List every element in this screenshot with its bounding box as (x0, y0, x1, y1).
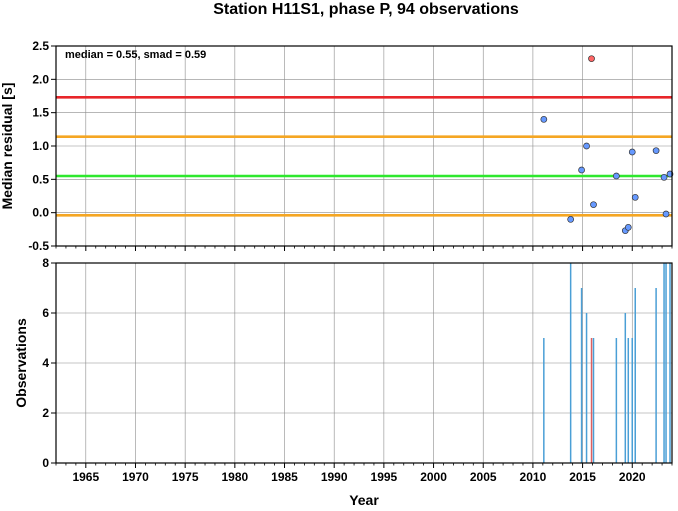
residual-point-2 (578, 166, 585, 174)
residual-point-3 (583, 142, 590, 150)
residual-y-tick-label-4: 1.5 (32, 106, 49, 120)
x-tick-label-2015: 2015 (569, 470, 596, 484)
residual-y-tick-label-0: -0.5 (28, 239, 49, 253)
x-tick-label-2020: 2020 (619, 470, 646, 484)
residual-point-10 (631, 193, 639, 201)
observations-y-tick-label-2: 4 (42, 356, 49, 370)
residual-reference-lines (56, 96, 672, 217)
observations-y-tick-label-4: 8 (42, 256, 49, 270)
residual-y-axis-label: Median residual [s] (0, 83, 15, 210)
residual-point-11 (652, 147, 660, 155)
residual-point-9 (628, 148, 636, 156)
observations-y-tick-label-3: 6 (42, 306, 49, 320)
x-tick-label-1975: 1975 (172, 470, 199, 484)
residual-y-tick-label-3: 1.0 (32, 139, 49, 153)
residual-point-6 (613, 172, 620, 180)
observations-y-tick-label-0: 0 (42, 456, 49, 470)
residual-point-0 (540, 115, 548, 123)
residual-point-4 (588, 55, 595, 63)
x-tick-label-2005: 2005 (470, 470, 497, 484)
observations-y-ticks: 0 2 4 6 8 (42, 256, 56, 470)
median-annotation: median = 0.55, smad = 0.59 (65, 49, 206, 61)
residual-y-tick-label-2: 0.5 (32, 172, 49, 186)
residual-point-1 (567, 215, 575, 223)
x-tick-label-1980: 1980 (221, 470, 248, 484)
residual-point-12 (660, 173, 668, 181)
observations-y-tick-label-1: 2 (42, 406, 49, 420)
x-tick-label-1965: 1965 (72, 470, 99, 484)
residual-y-tick-label-5: 2.0 (32, 72, 49, 86)
x-tick-label-2010: 2010 (520, 470, 547, 484)
x-tick-label-1970: 1970 (122, 470, 149, 484)
observations-bars (543, 263, 671, 463)
residual-point-13 (662, 210, 670, 218)
x-axis-label: Year (349, 492, 379, 508)
residual-point-8 (624, 223, 632, 231)
residual-y-ticks: -0.5 0.0 0.5 1.0 1.5 2.0 2.5 (28, 39, 56, 253)
chart-title: Station H11S1, phase P, 94 observations (213, 1, 519, 18)
observations-y-axis-label: Observations (13, 318, 29, 408)
x-tick-label-1995: 1995 (371, 470, 398, 484)
residual-point-5 (590, 201, 597, 209)
observations-panel: 0 2 4 6 8 1965 1970 1975 1980 1985 1990 1995 2000 20… (13, 256, 673, 508)
x-tick-label-1985: 1985 (271, 470, 298, 484)
residual-points (540, 55, 674, 235)
observations-grid (56, 262, 672, 464)
observations-x-ticks: 1965 1970 1975 1980 1985 1990 1995 2000 2005 2010… (55, 463, 673, 484)
residual-y-tick-label-1: 0.0 (32, 206, 49, 220)
residual-panel: -0.5 0.0 0.5 1.0 1.5 2.0 2.5 median = 0.55, sm… (0, 39, 674, 253)
x-tick-label-2000: 2000 (420, 470, 447, 484)
x-tick-label-1990: 1990 (321, 470, 348, 484)
residual-x-ticks (55, 246, 673, 251)
residual-y-tick-label-6: 2.5 (32, 39, 49, 53)
